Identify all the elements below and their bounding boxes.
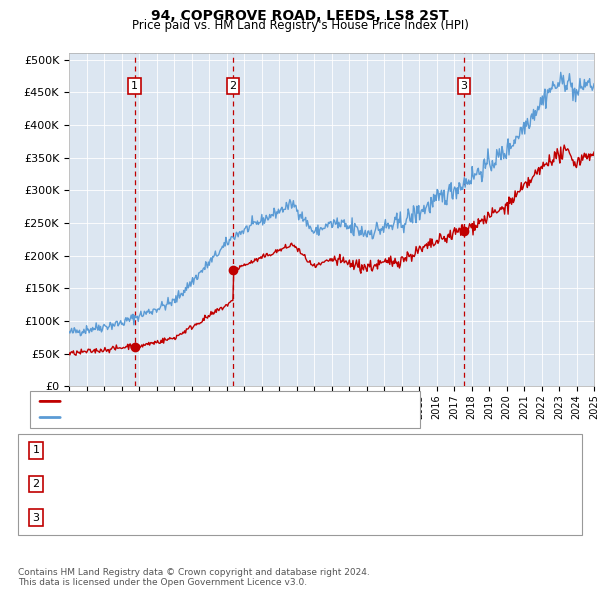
Text: 94, COPGROVE ROAD, LEEDS, LS8 2ST: 94, COPGROVE ROAD, LEEDS, LS8 2ST [151, 9, 449, 23]
Text: 2: 2 [230, 81, 237, 91]
Text: £238,000: £238,000 [264, 513, 318, 523]
Text: 27-JUL-2017: 27-JUL-2017 [96, 513, 170, 523]
Text: Price paid vs. HM Land Registry's House Price Index (HPI): Price paid vs. HM Land Registry's House … [131, 19, 469, 32]
Text: 3: 3 [32, 513, 40, 523]
Text: 24% ↓ HPI: 24% ↓ HPI [384, 513, 445, 523]
Text: 30-SEP-1998: 30-SEP-1998 [96, 445, 170, 455]
Text: Contains HM Land Registry data © Crown copyright and database right 2024.
This d: Contains HM Land Registry data © Crown c… [18, 568, 370, 587]
Text: 94, COPGROVE ROAD, LEEDS, LS8 2ST (detached house): 94, COPGROVE ROAD, LEEDS, LS8 2ST (detac… [68, 396, 364, 407]
Text: 1: 1 [32, 445, 40, 455]
Text: 2: 2 [32, 479, 40, 489]
Text: 16% ↓ HPI: 16% ↓ HPI [384, 479, 445, 489]
Text: £178,000: £178,000 [264, 479, 318, 489]
Text: 19-MAY-2004: 19-MAY-2004 [96, 479, 170, 489]
Text: 3: 3 [460, 81, 467, 91]
Text: 41% ↓ HPI: 41% ↓ HPI [384, 445, 445, 455]
Text: HPI: Average price, detached house, Leeds: HPI: Average price, detached house, Leed… [68, 412, 291, 422]
Text: £60,000: £60,000 [264, 445, 311, 455]
Text: 1: 1 [131, 81, 138, 91]
